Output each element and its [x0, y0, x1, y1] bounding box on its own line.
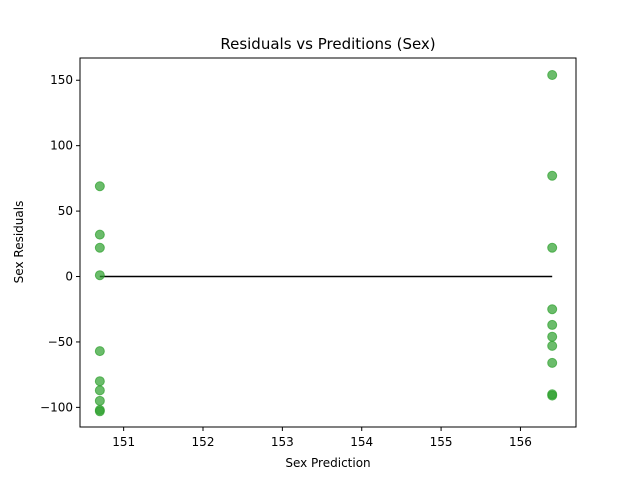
- residual-point: [94, 376, 105, 387]
- x-tick-label: 151: [112, 435, 135, 449]
- x-tick-label: 152: [192, 435, 215, 449]
- x-axis-label: Sex Prediction: [285, 456, 370, 470]
- residual-point: [547, 319, 558, 330]
- axis-ticks: 151 152 153 154 155 156 −100 −50 0 50 100 150: [40, 73, 532, 449]
- y-tick-label: 0: [65, 270, 73, 284]
- residual-point: [547, 331, 558, 342]
- y-tick-label: 100: [50, 139, 73, 153]
- residual-point: [547, 70, 558, 81]
- y-tick-label: −50: [48, 335, 73, 349]
- y-tick-label: 150: [50, 73, 73, 87]
- residual-point: [94, 385, 105, 396]
- y-tick-label: −100: [40, 400, 73, 414]
- plot-marks: [94, 70, 558, 417]
- residual-point: [547, 357, 558, 368]
- y-axis-label: Sex Residuals: [12, 201, 26, 284]
- residual-point: [547, 390, 558, 401]
- residual-point: [547, 340, 558, 351]
- chart-title: Residuals vs Preditions (Sex): [220, 35, 435, 53]
- residual-point: [94, 181, 105, 192]
- residual-point: [94, 346, 105, 357]
- residual-point: [547, 304, 558, 315]
- residual-point: [94, 229, 105, 240]
- residual-point: [547, 242, 558, 253]
- residual-point: [94, 406, 105, 417]
- plot-frame: [79, 57, 577, 428]
- residual-point: [94, 270, 105, 281]
- x-tick-label: 154: [350, 435, 373, 449]
- x-tick-label: 156: [509, 435, 532, 449]
- x-tick-label: 153: [271, 435, 294, 449]
- y-tick-label: 50: [58, 204, 73, 218]
- residual-point: [547, 170, 558, 181]
- residual-point: [94, 242, 105, 253]
- x-tick-label: 155: [430, 435, 453, 449]
- residual-point: [94, 395, 105, 406]
